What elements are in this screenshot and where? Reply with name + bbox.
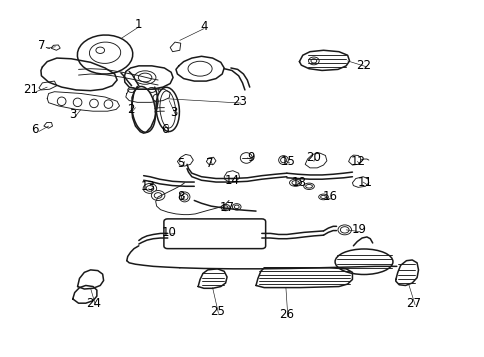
Polygon shape	[224, 171, 239, 182]
Text: 25: 25	[210, 305, 225, 318]
Text: 13: 13	[141, 180, 155, 193]
Polygon shape	[206, 157, 215, 164]
Ellipse shape	[188, 61, 212, 76]
Ellipse shape	[278, 156, 287, 165]
Text: 15: 15	[280, 155, 295, 168]
Polygon shape	[166, 98, 174, 104]
Polygon shape	[348, 155, 360, 165]
Ellipse shape	[148, 87, 155, 92]
Text: 6: 6	[161, 123, 169, 136]
Polygon shape	[352, 177, 368, 187]
Text: 8: 8	[177, 190, 184, 203]
Ellipse shape	[90, 99, 98, 108]
Text: 7: 7	[38, 39, 45, 52]
FancyBboxPatch shape	[164, 219, 265, 248]
Ellipse shape	[232, 203, 241, 210]
Ellipse shape	[134, 71, 156, 84]
Text: 16: 16	[322, 190, 337, 203]
Text: 11: 11	[357, 176, 372, 189]
Ellipse shape	[57, 97, 66, 106]
Text: 9: 9	[246, 151, 254, 165]
Text: 1: 1	[135, 18, 142, 31]
Ellipse shape	[305, 185, 312, 188]
Text: 10: 10	[162, 226, 176, 239]
Ellipse shape	[337, 225, 351, 235]
Polygon shape	[177, 155, 193, 166]
Ellipse shape	[310, 59, 316, 63]
Ellipse shape	[132, 86, 155, 132]
Text: 12: 12	[350, 155, 365, 168]
Text: 3: 3	[170, 106, 177, 120]
Polygon shape	[39, 81, 57, 90]
Ellipse shape	[158, 87, 166, 92]
Ellipse shape	[308, 57, 318, 65]
Text: 21: 21	[23, 84, 38, 96]
Ellipse shape	[289, 179, 301, 186]
Ellipse shape	[240, 153, 252, 163]
Ellipse shape	[138, 73, 151, 82]
Text: 5: 5	[177, 157, 184, 170]
Ellipse shape	[223, 206, 227, 209]
Ellipse shape	[280, 157, 286, 163]
Ellipse shape	[234, 205, 239, 208]
Ellipse shape	[156, 87, 179, 131]
Text: 27: 27	[406, 297, 420, 310]
Ellipse shape	[318, 194, 328, 200]
Text: 19: 19	[351, 223, 366, 236]
Ellipse shape	[96, 47, 105, 54]
Ellipse shape	[179, 192, 190, 202]
Text: 26: 26	[279, 308, 294, 321]
Ellipse shape	[340, 227, 348, 233]
Text: 18: 18	[291, 176, 306, 189]
Ellipse shape	[127, 87, 135, 92]
Text: 4: 4	[200, 20, 207, 33]
Text: 23: 23	[231, 95, 246, 108]
Ellipse shape	[143, 183, 156, 193]
Ellipse shape	[132, 94, 139, 101]
Text: 20: 20	[306, 151, 320, 164]
Ellipse shape	[104, 100, 113, 109]
Polygon shape	[170, 42, 181, 52]
Text: 2: 2	[127, 103, 134, 116]
Text: 6: 6	[31, 123, 39, 136]
Ellipse shape	[89, 42, 121, 64]
Text: 7: 7	[206, 157, 213, 170]
Ellipse shape	[303, 183, 314, 190]
Polygon shape	[304, 153, 326, 168]
Ellipse shape	[291, 181, 299, 185]
Ellipse shape	[153, 94, 160, 101]
Polygon shape	[44, 122, 52, 128]
Ellipse shape	[151, 191, 165, 201]
Text: 3: 3	[69, 108, 76, 121]
Ellipse shape	[334, 249, 392, 275]
Text: 14: 14	[224, 174, 239, 187]
Ellipse shape	[154, 193, 162, 198]
Text: 22: 22	[356, 59, 371, 72]
Text: 17: 17	[219, 201, 234, 214]
Ellipse shape	[146, 186, 153, 191]
Ellipse shape	[73, 98, 82, 107]
Ellipse shape	[320, 195, 326, 198]
Ellipse shape	[137, 87, 145, 92]
Ellipse shape	[160, 91, 175, 128]
Ellipse shape	[181, 194, 188, 200]
Ellipse shape	[221, 204, 229, 211]
Polygon shape	[51, 45, 60, 50]
Text: 24: 24	[86, 297, 101, 310]
Ellipse shape	[142, 94, 150, 101]
Ellipse shape	[77, 35, 133, 74]
